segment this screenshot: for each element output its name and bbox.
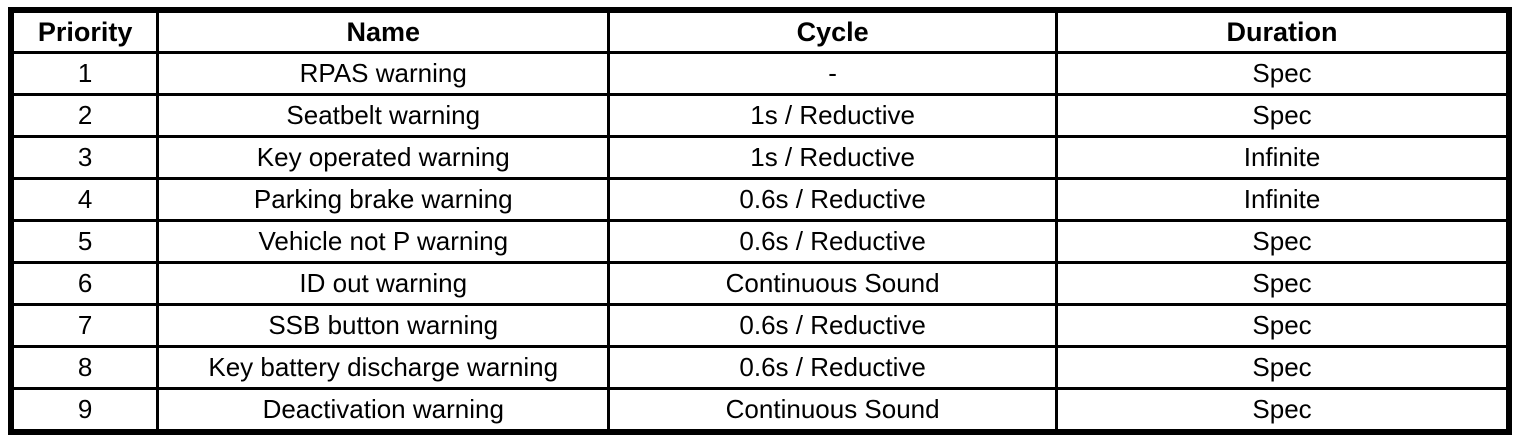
cell-name: Key battery discharge warning [156, 345, 611, 390]
cell-duration: Spec [1055, 261, 1511, 306]
cell-duration: Spec [1055, 345, 1511, 390]
cell-priority: 3 [9, 135, 160, 180]
table-row: 2 Seatbelt warning 1s / Reductive Spec [9, 93, 1511, 138]
cell-priority: 7 [9, 303, 160, 348]
cell-cycle: 0.6s / Reductive [607, 303, 1059, 348]
cell-cycle: 0.6s / Reductive [607, 177, 1059, 222]
cell-name: ID out warning [156, 261, 611, 306]
cell-name: Deactivation warning [156, 387, 611, 434]
cell-cycle: 1s / Reductive [607, 135, 1059, 180]
cell-duration: Infinite [1055, 135, 1511, 180]
table-header: Priority Name Cycle Duration [9, 8, 1511, 54]
table-row: 6 ID out warning Continuous Sound Spec [9, 261, 1511, 306]
cell-priority: 9 [9, 387, 160, 434]
column-header-priority: Priority [9, 8, 160, 54]
cell-duration: Spec [1055, 51, 1511, 96]
cell-duration: Infinite [1055, 177, 1511, 222]
header-row: Priority Name Cycle Duration [9, 8, 1511, 54]
table-body: 1 RPAS warning - Spec 2 Seatbelt warning… [9, 51, 1511, 434]
cell-priority: 6 [9, 261, 160, 306]
cell-cycle: Continuous Sound [607, 261, 1059, 306]
cell-name: RPAS warning [156, 51, 611, 96]
cell-cycle: 0.6s / Reductive [607, 345, 1059, 390]
table-row: 5 Vehicle not P warning 0.6s / Reductive… [9, 219, 1511, 264]
cell-duration: Spec [1055, 387, 1511, 434]
column-header-cycle: Cycle [607, 8, 1059, 54]
cell-duration: Spec [1055, 219, 1511, 264]
table-row: 3 Key operated warning 1s / Reductive In… [9, 135, 1511, 180]
table-row: 1 RPAS warning - Spec [9, 51, 1511, 96]
cell-name: Key operated warning [156, 135, 611, 180]
column-header-duration: Duration [1055, 8, 1511, 54]
cell-duration: Spec [1055, 93, 1511, 138]
cell-duration: Spec [1055, 303, 1511, 348]
cell-name: SSB button warning [156, 303, 611, 348]
cell-cycle: - [607, 51, 1059, 96]
cell-priority: 1 [9, 51, 160, 96]
cell-cycle: 0.6s / Reductive [607, 219, 1059, 264]
cell-name: Seatbelt warning [156, 93, 611, 138]
table-row: 4 Parking brake warning 0.6s / Reductive… [9, 177, 1511, 222]
warning-priority-table: Priority Name Cycle Duration 1 RPAS warn… [8, 7, 1512, 435]
cell-priority: 5 [9, 219, 160, 264]
table-row: 9 Deactivation warning Continuous Sound … [9, 387, 1511, 434]
cell-name: Vehicle not P warning [156, 219, 611, 264]
cell-priority: 8 [9, 345, 160, 390]
cell-priority: 4 [9, 177, 160, 222]
table-row: 8 Key battery discharge warning 0.6s / R… [9, 345, 1511, 390]
table-row: 7 SSB button warning 0.6s / Reductive Sp… [9, 303, 1511, 348]
cell-cycle: Continuous Sound [607, 387, 1059, 434]
cell-name: Parking brake warning [156, 177, 611, 222]
cell-cycle: 1s / Reductive [607, 93, 1059, 138]
cell-priority: 2 [9, 93, 160, 138]
column-header-name: Name [156, 8, 611, 54]
